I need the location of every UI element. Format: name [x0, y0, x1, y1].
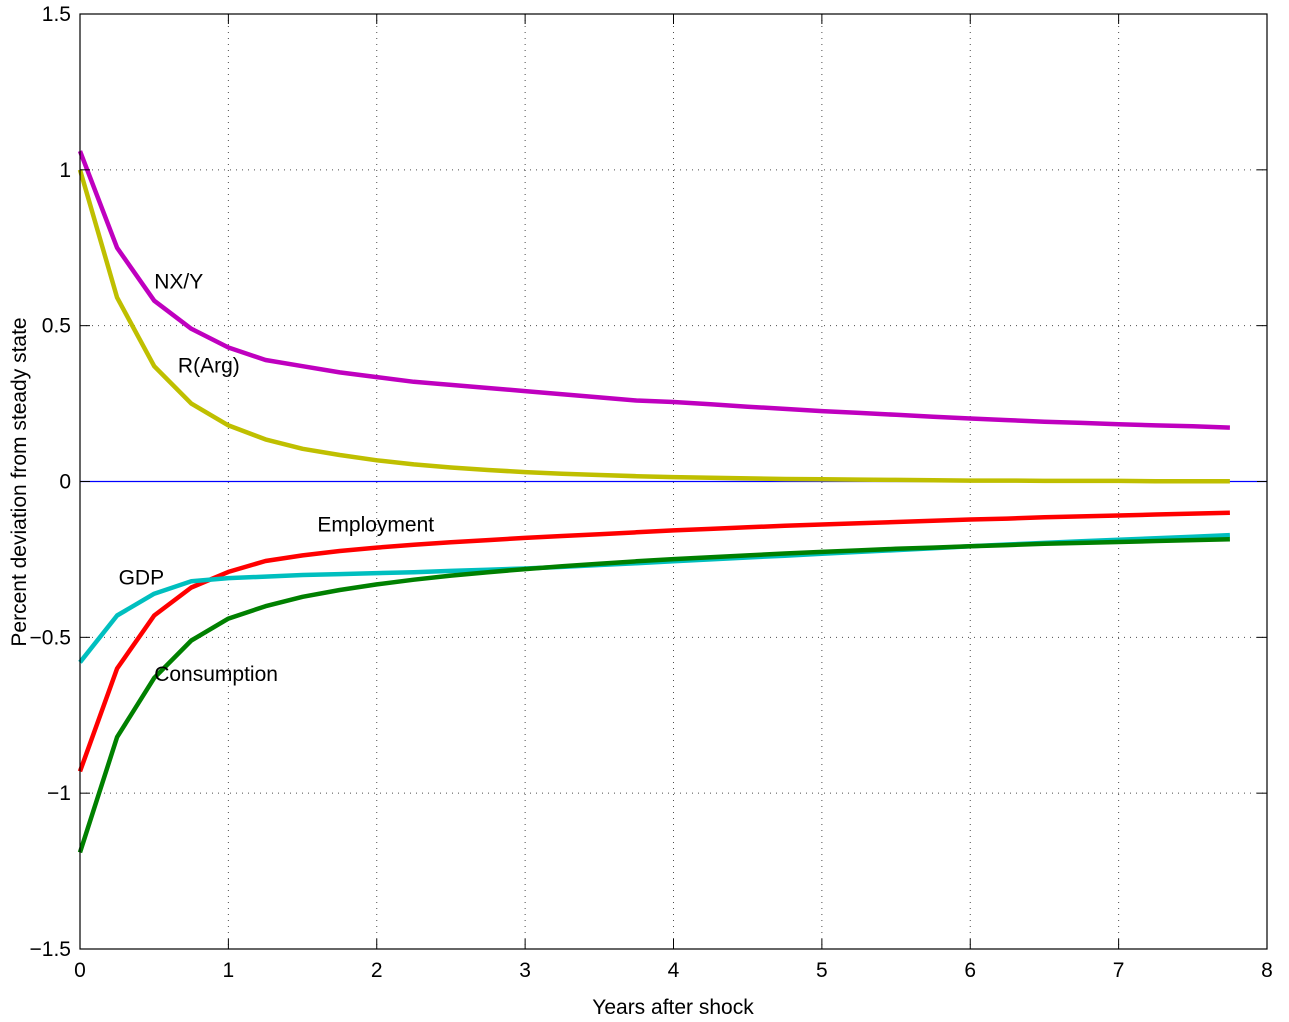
y-tick-label: 0: [59, 471, 71, 494]
series-line-nx-y: [77, 150, 1230, 430]
series-label-consumption: Consumption: [154, 663, 278, 686]
x-tick-labels: 0 1 2 3 4 5 6 7 8: [74, 959, 1273, 982]
series-label-r-arg: R(Arg): [178, 354, 240, 377]
series-line-r-arg: [77, 169, 1230, 484]
y-tick-label: 1.5: [42, 3, 71, 26]
x-tick-label: 6: [964, 959, 976, 982]
x-axis-title: Years after shock: [592, 996, 754, 1019]
x-tick-label: 3: [519, 959, 531, 982]
series-label-gdp: GDP: [119, 566, 165, 589]
series-label-nx-y: NX/Y: [154, 270, 203, 293]
x-tick-label: 8: [1261, 959, 1273, 982]
x-tick-label: 0: [74, 959, 86, 982]
y-tick-label: 0.5: [42, 315, 71, 338]
series-label-employment: Employment: [317, 513, 434, 536]
x-tick-label: 7: [1113, 959, 1125, 982]
series-line-consumption: [77, 536, 1230, 854]
y-tick-label: −1: [47, 782, 71, 805]
x-tick-label: 2: [371, 959, 383, 982]
x-tick-label: 1: [223, 959, 235, 982]
x-tick-label: 5: [816, 959, 828, 982]
axis-ticks: [79, 13, 1268, 950]
y-tick-label: −0.5: [30, 626, 71, 649]
y-tick-labels: −1.5 −1 −0.5 0 0.5 1 1.5: [30, 3, 71, 961]
series-line-employment: [77, 510, 1230, 773]
series-lines: [77, 150, 1230, 854]
x-tick-label: 4: [668, 959, 680, 982]
y-tick-label: −1.5: [30, 938, 71, 961]
y-tick-label: 1: [59, 159, 71, 182]
series-annotations: NX/Y R(Arg) Employment GDP Consumption: [119, 270, 435, 686]
y-axis-title: Percent deviation from steady state: [8, 317, 31, 646]
